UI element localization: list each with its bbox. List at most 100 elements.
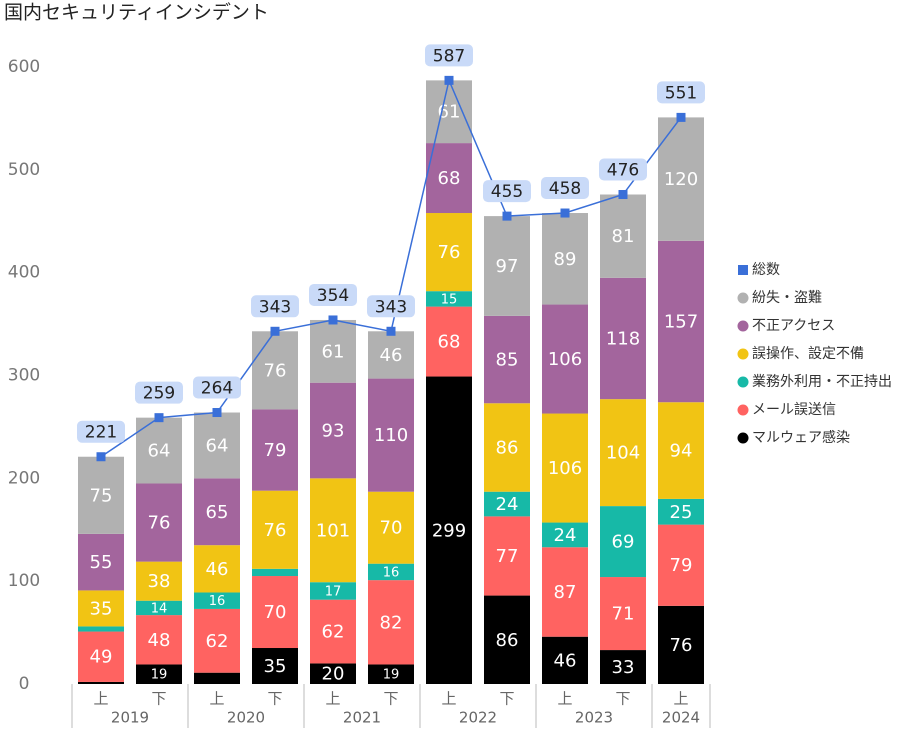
bar-segment [542, 213, 588, 305]
data-label: 104 [606, 443, 640, 464]
data-label: 16 [209, 594, 226, 609]
bar-segment [310, 599, 356, 664]
y-tick-label: 200 [8, 468, 40, 488]
bar-segment [194, 592, 240, 609]
x-tick-label: 上 [93, 690, 108, 708]
legend-marker [737, 320, 749, 332]
data-label: 61 [322, 341, 345, 362]
bar-segment [252, 331, 298, 410]
data-label: 24 [496, 494, 519, 515]
bar-segment [194, 608, 240, 673]
bar-segment [484, 403, 530, 492]
y-tick-label: 400 [8, 263, 40, 283]
bar-segment [368, 331, 414, 379]
data-label: 62 [322, 622, 345, 643]
bar-segment [310, 582, 356, 600]
bar-segment [368, 580, 414, 665]
bar-segment [252, 576, 298, 649]
total-marker [618, 190, 628, 200]
data-label: 85 [496, 350, 519, 371]
x-group-label: 2020 [227, 709, 265, 727]
total-label: 259 [143, 384, 175, 404]
x-group-label: 2021 [343, 709, 381, 727]
total-label: 264 [201, 379, 233, 399]
total-marker [154, 413, 164, 423]
total-label: 476 [607, 161, 639, 181]
x-group-label: 2019 [111, 709, 149, 727]
x-tick-label: 下 [267, 690, 282, 708]
data-label: 94 [670, 441, 693, 462]
data-label: 68 [438, 168, 461, 189]
bar-segment [658, 498, 704, 525]
legend-marker [738, 265, 748, 275]
bar-segment [658, 240, 704, 403]
x-tick-label: 上 [673, 690, 688, 708]
data-label: 46 [206, 559, 229, 580]
y-tick-label: 100 [8, 571, 40, 591]
data-label: 69 [612, 532, 635, 553]
bar-segment [484, 491, 530, 517]
bar-segment [600, 194, 646, 278]
total-marker [328, 315, 338, 325]
data-label: 101 [316, 520, 350, 541]
bar-segment [658, 605, 704, 684]
total-label-box [657, 81, 705, 104]
total-label-box [367, 295, 415, 318]
total-label-box [309, 283, 357, 306]
legend-label: 不正アクセス [752, 318, 835, 334]
data-label: 49 [90, 647, 113, 668]
bar-segment [194, 412, 240, 479]
bar-segment [542, 547, 588, 637]
total-marker [386, 326, 396, 336]
data-label: 68 [438, 332, 461, 353]
bar-segment [136, 615, 182, 665]
data-label: 33 [612, 657, 635, 678]
bar-segment [78, 631, 124, 682]
total-label: 455 [491, 182, 523, 202]
total-label: 354 [317, 286, 349, 306]
bar-segment [136, 600, 182, 616]
data-label: 157 [664, 312, 698, 333]
total-marker [444, 75, 454, 85]
bar-segment [310, 382, 356, 479]
x-tick-label: 上 [557, 690, 572, 708]
bar-segment [600, 506, 646, 578]
bar-segment [368, 491, 414, 564]
data-label: 97 [496, 256, 519, 277]
data-label: 93 [322, 421, 345, 442]
bar-segment [136, 561, 182, 601]
bar-segment [426, 306, 472, 377]
x-group-label: 2024 [662, 709, 700, 727]
total-label: 458 [549, 179, 581, 199]
total-label-box [483, 180, 531, 203]
bar-segment [600, 277, 646, 400]
bar-segment [484, 595, 530, 684]
bar-segment [252, 568, 298, 577]
bar-segment [310, 319, 356, 383]
data-label: 86 [496, 437, 519, 458]
x-tick-label: 下 [151, 690, 166, 708]
x-tick-label: 下 [615, 690, 630, 708]
bar-segment [542, 304, 588, 414]
total-label: 343 [375, 297, 407, 317]
legend-label: 誤操作、設定不備 [752, 346, 864, 362]
data-label: 35 [264, 656, 287, 677]
bar-segment [78, 456, 124, 534]
bar-segment [426, 143, 472, 214]
x-tick-label: 下 [383, 690, 398, 708]
data-label: 77 [496, 546, 519, 567]
bar-segment [252, 409, 298, 491]
data-label: 106 [548, 458, 582, 479]
total-label: 343 [259, 297, 291, 317]
chart-title: 国内セキュリティインシデント [4, 2, 269, 24]
y-tick-label: 300 [8, 366, 40, 386]
bar-segment [542, 522, 588, 548]
bar-segment [78, 533, 124, 591]
bar-segment [600, 650, 646, 684]
data-label: 82 [380, 612, 403, 633]
bar-segment [194, 672, 240, 684]
bar-segment [310, 663, 356, 684]
data-label: 20 [322, 664, 345, 685]
bar-segment [426, 80, 472, 144]
data-label: 15 [441, 292, 458, 307]
